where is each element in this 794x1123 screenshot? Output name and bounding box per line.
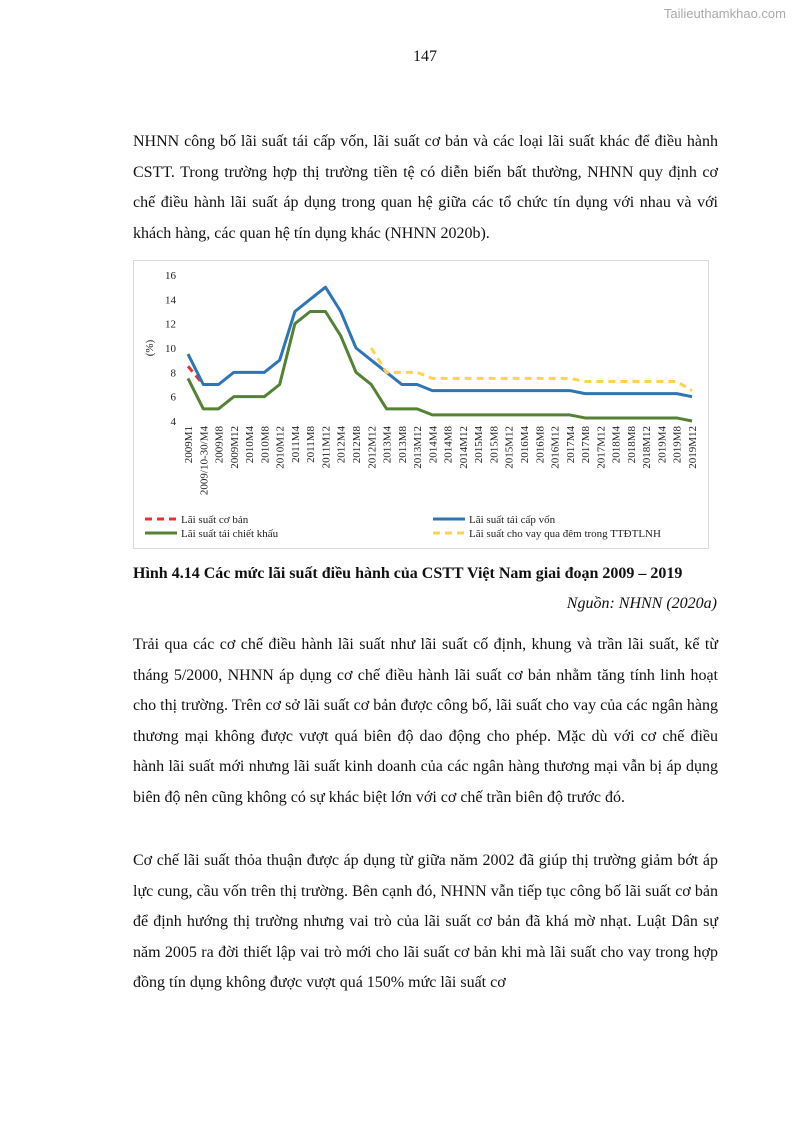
figure-source: Nguồn: NHNN (2020a) [566,595,717,612]
legend-label: Lãi suất tái chiết khấu [181,528,279,540]
x-tick-label: 2010M8 [259,426,271,464]
x-tick-label: 2019M12 [687,426,699,469]
y-tick-label: 16 [165,270,177,282]
series-line [186,365,205,386]
x-tick-label: 2010M4 [244,426,256,464]
x-tick-label: 2011M8 [305,426,317,463]
x-tick-label: 2014M4 [427,426,439,464]
x-tick-label: 2014M8 [443,426,455,464]
x-tick-label: 2009M12 [229,426,241,469]
paragraph: Cơ chế lãi suất thỏa thuận được áp dụng … [133,852,718,992]
x-tick-label: 2013M4 [382,426,394,464]
x-tick-label: 2013M12 [412,426,424,469]
x-tick-label: 2018M12 [641,426,653,469]
x-tick-label: 2017M8 [580,426,592,464]
x-tick-label: 2017M4 [565,426,577,464]
y-axis-label: (%) [144,339,156,356]
y-tick-label: 8 [171,367,177,379]
legend-label: Lãi suất cơ bản [181,514,249,526]
x-tick-label: 2014M12 [458,426,470,469]
x-tick-label: 2011M12 [320,426,332,468]
figure-caption: Hình 4.14 Các mức lãi suất điều hành của… [133,565,683,582]
page-number: 147 [413,48,437,65]
series-line [186,310,693,423]
x-tick-label: 2016M8 [534,426,546,464]
x-tick-label: 2019M4 [656,426,668,464]
y-tick-label: 6 [171,392,177,404]
x-tick-label: 2012M4 [336,426,348,464]
x-tick-label: 2010M12 [275,426,287,469]
y-tick-label: 14 [165,294,177,306]
series-line [186,285,693,399]
x-tick-label: 2016M12 [550,426,562,469]
y-tick-label: 10 [165,343,177,355]
x-tick-label: 2009M8 [214,426,226,464]
x-tick-label: 2018M8 [626,426,638,464]
x-tick-label: 2011M4 [290,426,302,463]
x-tick-label: 2019M8 [672,426,684,464]
x-tick-label: 2018M4 [611,426,623,464]
legend-label: Lãi suất cho vay qua đêm trong TTĐTLNH [469,528,661,540]
x-tick-label: 2012M8 [351,426,363,464]
x-tick-label: 2009/10-30/M4 [198,426,210,496]
paragraph: NHNN công bố lãi suất tái cấp vốn, lãi s… [133,133,718,242]
x-tick-label: 2013M8 [397,426,409,464]
x-tick-label: 2015M12 [504,426,516,469]
watermark: Tailieuthamkhao.com [663,6,786,21]
y-tick-label: 4 [171,416,177,428]
legend-label: Lãi suất tái cấp vốn [469,514,556,526]
y-tick-label: 12 [165,319,176,331]
x-tick-label: 2009M1 [183,426,195,463]
x-tick-label: 2017M12 [595,426,607,469]
paragraph: Trải qua các cơ chế điều hành lãi suất n… [133,636,718,806]
x-tick-label: 2015M4 [473,426,485,464]
series-line [370,347,693,392]
x-tick-label: 2012M12 [366,426,378,469]
x-tick-label: 2016M4 [519,426,531,464]
chart-frame [133,260,709,549]
x-tick-label: 2015M8 [488,426,500,464]
